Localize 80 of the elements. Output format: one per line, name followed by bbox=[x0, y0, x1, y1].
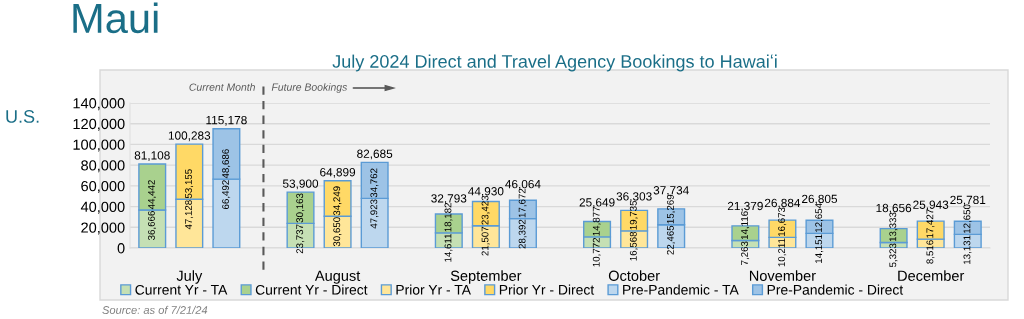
y-tick-label: 40,000 bbox=[80, 201, 125, 214]
text: U.S. bbox=[6, 110, 39, 123]
data-label: 66,492 bbox=[222, 180, 231, 209]
data-label: 15,269 bbox=[666, 194, 675, 224]
chart-title: Maui bbox=[73, 2, 158, 34]
x-tick-label: December bbox=[898, 270, 965, 281]
data-label: 28,392 bbox=[518, 219, 527, 249]
x-tick-label: November bbox=[749, 270, 816, 281]
y-tick-label: 20,000 bbox=[81, 222, 125, 235]
total-label: 25,649 bbox=[579, 198, 615, 208]
total-label: 82,685 bbox=[357, 149, 393, 160]
data-label: 16,568 bbox=[629, 231, 638, 261]
total-label: 44,930 bbox=[468, 187, 504, 197]
data-label: 34,249 bbox=[333, 186, 342, 216]
data-label: 14,611 bbox=[444, 233, 453, 262]
x-tick-label: August bbox=[314, 270, 361, 284]
data-label: 19,735 bbox=[629, 200, 638, 230]
text: Future Bookings bbox=[271, 83, 348, 93]
data-label: 44,442 bbox=[147, 180, 156, 210]
legend-label: Pre-Pandemic - TA bbox=[623, 284, 739, 295]
total-label: 36,303 bbox=[616, 192, 652, 202]
text: Current Month bbox=[189, 83, 255, 91]
y-tick-label: 0 bbox=[117, 243, 125, 254]
data-label: 14,116 bbox=[741, 211, 750, 240]
data-label: 23,423 bbox=[481, 195, 490, 225]
data-label: 23,737 bbox=[296, 224, 305, 254]
legend-label: Pre-Pandemic - Direct bbox=[767, 284, 904, 295]
total-label: 37,734 bbox=[653, 186, 689, 196]
total-label: 64,899 bbox=[320, 168, 356, 178]
data-label: 47,128 bbox=[185, 200, 194, 230]
data-label: 21,507 bbox=[481, 226, 490, 256]
legend-label: Current Yr - Direct bbox=[255, 284, 368, 295]
data-label: 10,211 bbox=[778, 238, 787, 267]
data-label: 17,672 bbox=[518, 188, 527, 218]
data-label: 16,673 bbox=[778, 207, 787, 237]
data-label: 13,333 bbox=[889, 212, 898, 242]
x-tick-label: October bbox=[608, 270, 660, 281]
total-label: 81,108 bbox=[134, 151, 170, 161]
chart-subtitle: July 2024 Direct and Travel Agency Bookings to Hawaiʻi bbox=[332, 54, 777, 72]
total-label: 100,283 bbox=[168, 131, 211, 142]
data-label: 17,427 bbox=[926, 209, 935, 238]
data-label: 12,654 bbox=[815, 203, 824, 232]
legend-label: Prior Yr - TA bbox=[396, 284, 471, 295]
data-label: 36,666 bbox=[147, 211, 156, 241]
total-label: 21,379 bbox=[727, 201, 763, 212]
total-label: 25,781 bbox=[950, 195, 986, 206]
total-label: 32,793 bbox=[431, 194, 467, 204]
total-label: 53,900 bbox=[282, 179, 319, 190]
data-label: 8,516 bbox=[926, 240, 935, 264]
data-label: 34,762 bbox=[370, 168, 379, 198]
total-label: 25,943 bbox=[913, 200, 949, 211]
total-label: 46,064 bbox=[505, 179, 541, 190]
legend-label: Prior Yr - Direct bbox=[499, 284, 595, 295]
data-label: 18,182 bbox=[444, 203, 453, 232]
data-label: 47,923 bbox=[370, 199, 379, 229]
data-label: 30,650 bbox=[333, 217, 342, 247]
x-tick-label: September bbox=[450, 270, 522, 284]
y-tick-label: 80,000 bbox=[81, 160, 125, 173]
x-tick-label: July bbox=[176, 270, 203, 284]
data-label: 10,772 bbox=[592, 237, 601, 267]
y-tick-label: 60,000 bbox=[81, 180, 125, 194]
data-label: 30,163 bbox=[296, 193, 305, 223]
data-label: 5,323 bbox=[889, 243, 898, 268]
total-label: 26,805 bbox=[802, 194, 838, 205]
data-label: 22,465 bbox=[666, 225, 675, 255]
y-tick-label: 100,000 bbox=[73, 139, 125, 152]
y-tick-label: 140,000 bbox=[73, 98, 125, 111]
total-label: 18,656 bbox=[876, 203, 912, 214]
source-note: Source: as of 7/21/24 bbox=[102, 305, 208, 314]
data-label: 14,151 bbox=[815, 234, 824, 263]
y-tick-label: 120,000 bbox=[73, 118, 125, 131]
data-label: 14,877 bbox=[592, 206, 601, 236]
data-label: 12,650 bbox=[963, 204, 972, 234]
total-label: 26,884 bbox=[764, 198, 801, 209]
data-label: 53,155 bbox=[185, 169, 194, 199]
legend-label: Current Yr - TA bbox=[135, 284, 228, 295]
data-label: 48,686 bbox=[222, 149, 231, 179]
data-label: 13,131 bbox=[963, 235, 972, 265]
data-label: 7,263 bbox=[741, 241, 750, 265]
total-label: 115,178 bbox=[206, 115, 247, 126]
